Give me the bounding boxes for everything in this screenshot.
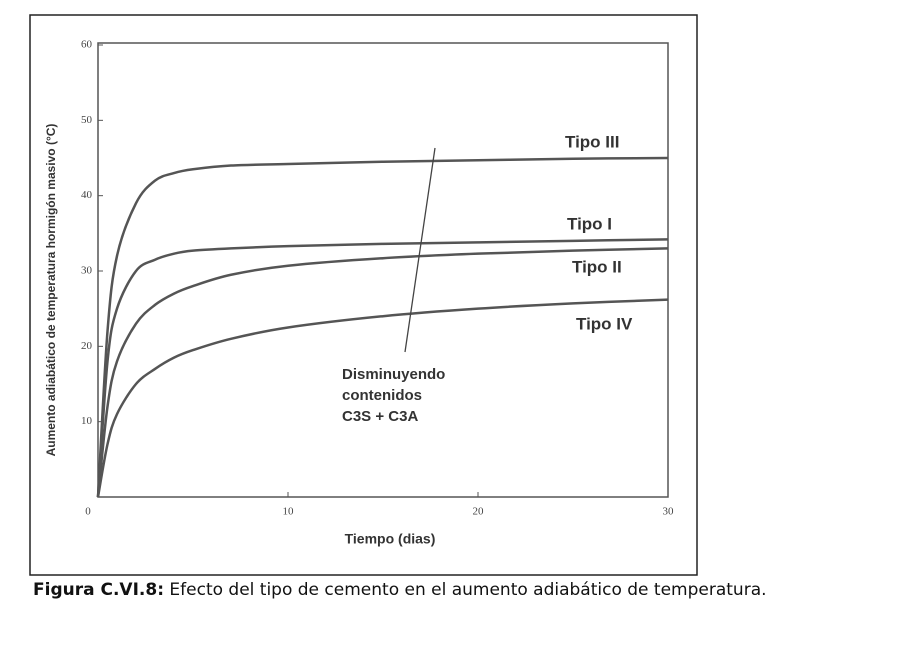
x-tick-label: 30 [663, 506, 675, 518]
x-axis-label: Tiempo (dias) [345, 531, 436, 547]
chart: Tiempo (dias) Aumento adiabático de temp… [29, 14, 698, 576]
annotation-text: contenidos [342, 387, 422, 404]
series-label: Tipo III [565, 132, 619, 151]
annotation-text: C3S + C3A [342, 408, 418, 425]
plot-frame [97, 42, 669, 498]
series-line [96, 238, 669, 498]
annotation-arrow [404, 147, 436, 353]
annotation-text: Disminuyendo [342, 366, 445, 383]
series-line [96, 247, 669, 498]
series-label: Tipo II [572, 257, 622, 276]
x-tick-label: 20 [473, 506, 485, 518]
y-tick-label: 40 [81, 189, 93, 201]
y-tick-label: 30 [81, 265, 93, 277]
series-line [96, 298, 669, 498]
y-axis-label: Aumento adiabático de temperatura hormig… [44, 124, 58, 457]
series-label: Tipo IV [576, 314, 633, 333]
y-tick-label: 10 [81, 415, 93, 427]
x-tick-label: 0 [85, 506, 91, 518]
figure-frame [29, 14, 698, 576]
y-tick-label: 60 [81, 39, 93, 51]
y-tick-label: 20 [81, 340, 93, 352]
x-tick-label: 10 [283, 506, 295, 518]
series-label: Tipo I [567, 214, 612, 233]
series-line [96, 156, 669, 498]
y-tick-label: 50 [81, 114, 93, 126]
caption-label: Figura C.VI.8: [33, 580, 164, 600]
caption: Figura C.VI.8: Efecto del tipo de cement… [33, 580, 767, 600]
caption-text: Efecto del tipo de cemento en el aumento… [169, 580, 767, 600]
